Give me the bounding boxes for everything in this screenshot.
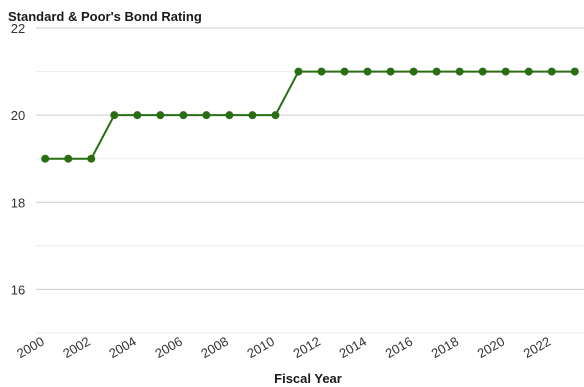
x-tick-label: 2004 bbox=[106, 334, 139, 361]
data-point[interactable] bbox=[156, 111, 165, 120]
x-axis-ticks: 2000 2002 2004 2006 2008 2010 2012 2014 2016 2018… bbox=[14, 334, 553, 361]
x-tick-label: 2018 bbox=[429, 334, 462, 361]
y-tick-label: 22 bbox=[11, 21, 25, 36]
y-tick-label: 18 bbox=[11, 195, 25, 210]
data-point[interactable] bbox=[386, 67, 395, 76]
data-point[interactable] bbox=[455, 67, 464, 76]
x-axis-title: Fiscal Year bbox=[274, 371, 342, 386]
chart-title: Standard & Poor's Bond Rating bbox=[8, 9, 202, 24]
x-tick-label: 2006 bbox=[152, 334, 185, 361]
data-point[interactable] bbox=[202, 111, 211, 120]
y-axis-ticks: 16 18 20 22 bbox=[11, 21, 25, 297]
x-tick-label: 2020 bbox=[475, 334, 508, 361]
data-point[interactable] bbox=[179, 111, 188, 120]
x-tick-label: 2022 bbox=[521, 334, 554, 361]
x-tick-label: 2002 bbox=[60, 334, 93, 361]
x-tick-label: 2016 bbox=[383, 334, 416, 361]
data-point[interactable] bbox=[570, 67, 579, 76]
data-point[interactable] bbox=[363, 67, 372, 76]
data-point[interactable] bbox=[340, 67, 349, 76]
x-tick-label: 2012 bbox=[290, 334, 323, 361]
data-point[interactable] bbox=[110, 111, 119, 120]
grid-lines bbox=[36, 27, 584, 334]
data-point[interactable] bbox=[271, 111, 280, 120]
data-point[interactable] bbox=[248, 111, 257, 120]
x-tick-label: 2014 bbox=[337, 334, 370, 361]
series-group bbox=[41, 67, 579, 163]
data-point[interactable] bbox=[547, 67, 556, 76]
data-point[interactable] bbox=[524, 67, 533, 76]
data-point[interactable] bbox=[501, 67, 510, 76]
x-tick-label: 2010 bbox=[244, 334, 277, 361]
x-tick-label: 2000 bbox=[14, 334, 47, 361]
data-point[interactable] bbox=[41, 154, 50, 163]
data-point[interactable] bbox=[409, 67, 418, 76]
y-tick-label: 20 bbox=[11, 108, 25, 123]
data-point[interactable] bbox=[432, 67, 441, 76]
data-point[interactable] bbox=[225, 111, 234, 120]
data-point[interactable] bbox=[478, 67, 487, 76]
y-tick-label: 16 bbox=[11, 282, 25, 297]
data-point[interactable] bbox=[294, 67, 303, 76]
data-point[interactable] bbox=[317, 67, 326, 76]
data-point[interactable] bbox=[87, 154, 96, 163]
data-point[interactable] bbox=[64, 154, 73, 163]
x-tick-label: 2008 bbox=[198, 334, 231, 361]
data-point[interactable] bbox=[133, 111, 142, 120]
